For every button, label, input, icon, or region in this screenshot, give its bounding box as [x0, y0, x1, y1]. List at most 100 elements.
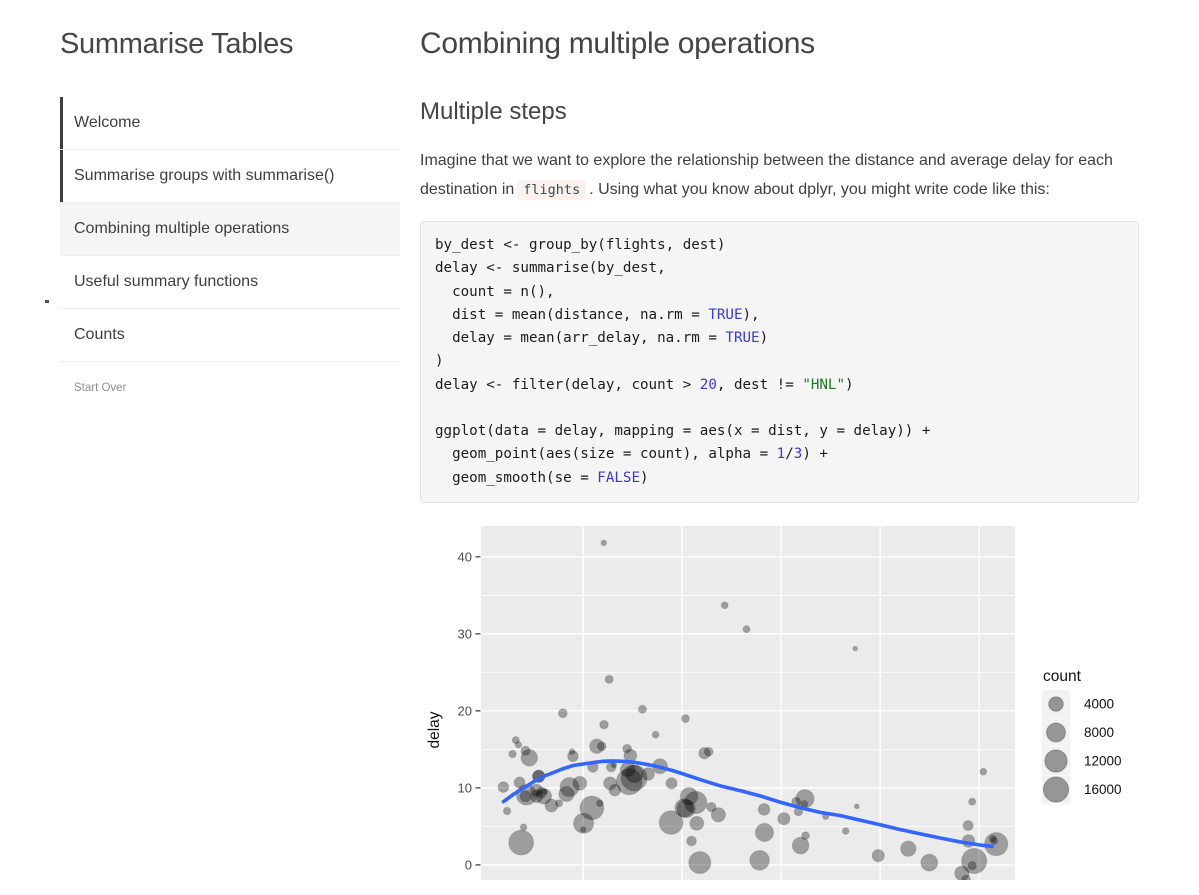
legend-key — [1042, 718, 1070, 747]
y-tick-label: 10 — [458, 780, 472, 795]
intro-paragraph: Imagine that we want to explore the rela… — [420, 147, 1136, 204]
data-point — [900, 840, 917, 857]
data-point — [791, 836, 810, 855]
data-point — [961, 874, 971, 880]
data-point — [961, 847, 988, 874]
data-point — [559, 776, 580, 797]
data-point — [706, 801, 717, 813]
data-point — [558, 785, 575, 802]
toc-item-label: Useful summary functions — [74, 273, 259, 290]
legend-key — [1042, 775, 1070, 804]
data-point — [615, 767, 643, 795]
start-over-link[interactable]: Start Over — [74, 382, 127, 394]
data-point — [603, 776, 618, 791]
toc-item-welcome[interactable]: Welcome — [60, 97, 400, 149]
code-line: geom_point(aes(size = count), alpha = 1/… — [435, 446, 828, 463]
data-point — [920, 853, 939, 872]
data-point — [511, 735, 520, 744]
data-point — [979, 767, 988, 776]
data-point — [497, 780, 510, 793]
tutorial-title: Summarise Tables — [60, 28, 294, 60]
data-point — [554, 798, 564, 808]
stray-tick-mark — [45, 300, 49, 303]
sidebar: Summarise Tables Welcome Summarise group… — [60, 0, 400, 396]
code-block: by_dest <- group_by(flights, dest) delay … — [420, 221, 1139, 503]
data-point — [962, 819, 974, 831]
data-point — [557, 708, 568, 718]
data-point — [625, 764, 644, 783]
data-point — [852, 645, 859, 652]
code-line: dist = mean(distance, na.rm = TRUE), — [435, 306, 760, 323]
data-point — [871, 848, 885, 863]
data-point — [544, 798, 559, 813]
data-point — [990, 836, 999, 845]
data-point — [596, 741, 607, 751]
data-point — [579, 825, 587, 833]
data-point — [698, 746, 711, 760]
toc-item-summarise-groups[interactable]: Summarise groups with summarise() — [60, 149, 400, 202]
code-line: delay <- filter(delay, count > 20, dest … — [435, 376, 854, 393]
r-code: by_dest <- group_by(flights, dest) delay … — [435, 234, 1124, 490]
toc-item-useful-summary-functions[interactable]: Useful summary functions — [60, 255, 400, 308]
subsection-title: Multiple steps — [420, 98, 567, 125]
toc-item-label: Summarise groups with summarise() — [74, 167, 335, 184]
data-point — [651, 730, 660, 739]
legend-title: count — [1043, 668, 1082, 685]
legend-key-circle — [1044, 749, 1068, 773]
code-line: geom_smooth(se = FALSE) — [435, 469, 649, 486]
data-point — [674, 797, 694, 818]
y-tick-label: 40 — [458, 549, 472, 564]
y-tick-label: 30 — [458, 626, 472, 641]
data-point — [508, 829, 535, 856]
data-point — [620, 764, 648, 792]
code-line: by_dest <- group_by(flights, dest) — [435, 237, 726, 253]
legend-label: 8000 — [1084, 725, 1114, 740]
data-point — [984, 831, 1009, 857]
data-point — [777, 811, 791, 826]
data-point — [688, 850, 712, 874]
data-point — [529, 783, 544, 797]
data-point — [530, 789, 544, 803]
data-point — [710, 806, 727, 823]
y-tick-label: 0 — [465, 857, 472, 872]
data-point — [637, 704, 647, 714]
data-point — [684, 790, 708, 814]
data-point — [541, 788, 548, 795]
inline-code-flights: flights — [517, 179, 587, 200]
toc-item-combining-multiple-operations[interactable]: Combining multiple operations — [60, 202, 400, 255]
code-line: count = n(), — [435, 283, 555, 300]
toc-item-counts[interactable]: Counts — [60, 308, 400, 361]
data-point — [579, 795, 605, 821]
legend-label: 16000 — [1084, 782, 1122, 797]
data-point — [513, 776, 526, 789]
legend-key-circle — [1046, 722, 1066, 743]
code-line: ) — [435, 353, 444, 370]
data-point — [573, 812, 595, 834]
data-point — [754, 822, 775, 842]
data-point — [742, 624, 751, 633]
data-point — [689, 815, 705, 831]
data-point — [622, 743, 632, 754]
y-tick-label: 20 — [458, 703, 472, 718]
data-point — [853, 803, 860, 810]
data-point — [519, 823, 528, 831]
data-point — [535, 786, 548, 799]
toc-item-label: Combining multiple operations — [74, 220, 290, 237]
section-title: Combining multiple operations — [420, 27, 815, 60]
data-point — [720, 601, 729, 610]
data-point — [681, 713, 690, 723]
data-point — [589, 738, 605, 754]
data-point — [749, 849, 770, 871]
data-point — [519, 790, 532, 803]
data-point — [988, 834, 997, 843]
data-point — [520, 748, 539, 767]
data-point — [679, 786, 699, 806]
data-point — [502, 806, 512, 815]
data-point — [608, 783, 622, 797]
data-point — [520, 745, 531, 756]
data-point — [568, 747, 576, 755]
data-point — [600, 539, 608, 547]
data-point — [801, 830, 810, 840]
legend-key-circle — [1048, 695, 1064, 712]
